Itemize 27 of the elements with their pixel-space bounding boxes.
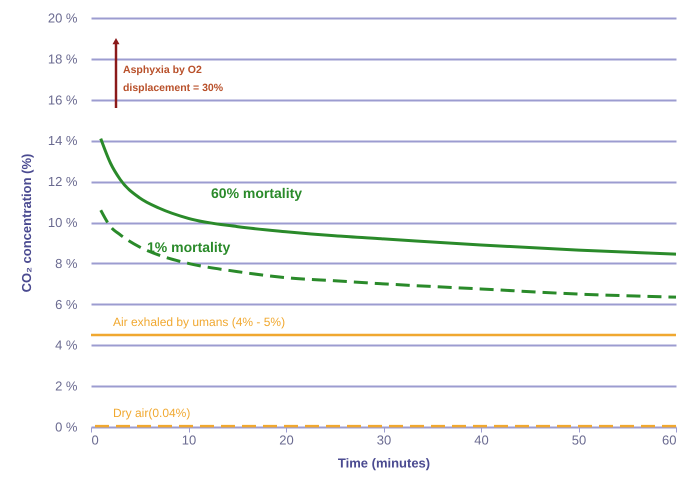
x-tick-label: 60 (662, 432, 676, 448)
line-series (99, 208, 678, 299)
series-label: 60% mortality (211, 185, 302, 201)
annotation: Asphyxia by O2 (123, 64, 202, 76)
y-tick-label: 8 % (55, 256, 78, 271)
annotation: displacement = 30% (123, 82, 224, 94)
y-tick-label: 14 % (48, 133, 78, 148)
ref-line-label: Air exhaled by umans (4% - 5%) (113, 314, 286, 329)
line-series (99, 137, 678, 256)
y-tick-label: 2 % (55, 378, 78, 394)
x-tick-label: 20 (279, 432, 294, 448)
y-tick-label: 20 % (48, 10, 78, 26)
y-tick-label: 10 % (48, 215, 78, 230)
x-tick-label: 30 (376, 432, 392, 448)
y-tick-label: 16 % (48, 92, 78, 108)
ref-line-label: Dry air(0.04%) (113, 406, 190, 420)
x-tick-label: 0 (92, 432, 99, 448)
x-tick-label: 40 (474, 432, 489, 448)
x-tick-label: 50 (572, 432, 586, 448)
y-axis-title: CO₂ concentration (%) (18, 154, 34, 292)
y-tick-label: 4 % (55, 338, 78, 353)
y-tick-label: 0 % (55, 420, 78, 434)
x-axis-title: Time (minutes) (338, 456, 430, 470)
x-tick-label: 10 (182, 432, 196, 448)
y-tick-label: 12 % (48, 174, 78, 190)
y-tick-label: 6 % (55, 296, 78, 312)
y-tick-label: 18 % (48, 51, 78, 66)
